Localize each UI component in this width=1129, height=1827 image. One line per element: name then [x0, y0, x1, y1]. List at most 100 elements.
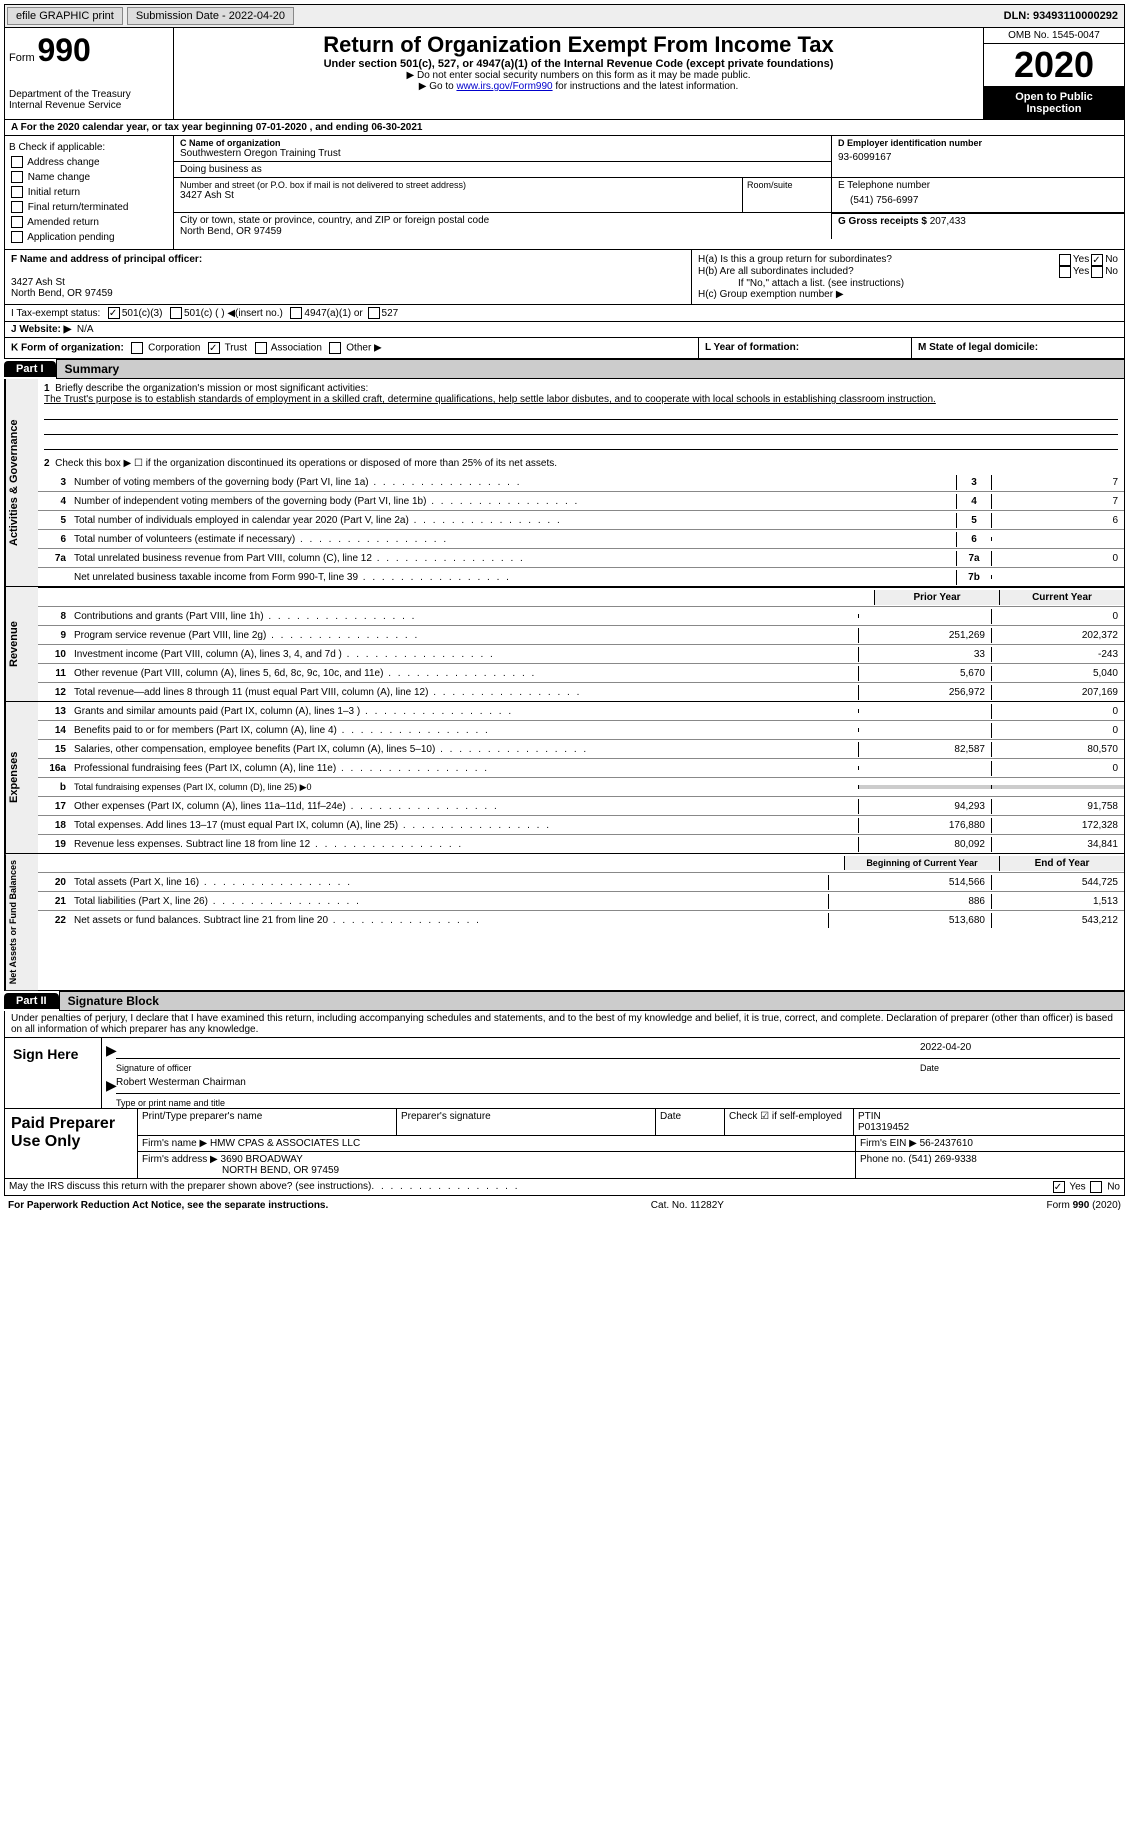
part1-expenses: Expenses 13 Grants and similar amounts p…	[4, 702, 1125, 854]
page-footer: For Paperwork Reduction Act Notice, see …	[4, 1196, 1125, 1215]
cell-city: City or town, state or province, country…	[174, 213, 832, 239]
section-bcd: B Check if applicable: Address change Na…	[4, 136, 1125, 249]
line-7a: 7a Total unrelated business revenue from…	[38, 549, 1124, 568]
col-cd: C Name of organization Southwestern Oreg…	[174, 136, 1124, 249]
form-subtitle: Under section 501(c), 527, or 4947(a)(1)…	[178, 58, 979, 70]
sign-here-section: Sign Here ▶ 2022-04-20 Signature of offi…	[4, 1038, 1125, 1109]
check-corp[interactable]	[131, 342, 143, 354]
line-17: 17 Other expenses (Part IX, column (A), …	[38, 797, 1124, 816]
line-5: 5 Total number of individuals employed i…	[38, 511, 1124, 530]
header-middle: Return of Organization Exempt From Incom…	[174, 28, 983, 119]
mission-text: The Trust's purpose is to establish stan…	[44, 394, 936, 405]
line-3: 3 Number of voting members of the govern…	[38, 473, 1124, 492]
line-11: 11 Other revenue (Part VIII, column (A),…	[38, 664, 1124, 683]
check-501c[interactable]	[170, 307, 182, 319]
line-18: 18 Total expenses. Add lines 13–17 (must…	[38, 816, 1124, 835]
tax-year: 2020	[984, 44, 1124, 87]
box-f: F Name and address of principal officer:…	[5, 250, 692, 304]
form-number: 990	[37, 32, 90, 68]
discuss-no[interactable]	[1090, 1181, 1102, 1193]
sig-date: 2022-04-20	[920, 1042, 1120, 1059]
box-b-label: B Check if applicable:	[9, 140, 169, 155]
cat-no: Cat. No. 11282Y	[651, 1200, 724, 1211]
line-19: 19 Revenue less expenses. Subtract line …	[38, 835, 1124, 853]
note-1: ▶ Do not enter social security numbers o…	[178, 70, 979, 81]
check-4947[interactable]	[290, 307, 302, 319]
box-h: H(a) Is this a group return for subordin…	[692, 250, 1124, 304]
ha-no[interactable]	[1091, 254, 1103, 266]
check-address-change[interactable]	[11, 156, 23, 168]
sign-here-label: Sign Here	[5, 1038, 102, 1108]
cell-gross-receipts: G Gross receipts $ 207,433	[832, 213, 1124, 239]
hdr-prior: Prior Year	[874, 590, 999, 605]
dept-treasury: Department of the Treasury	[9, 89, 169, 100]
cell-m-domicile: M State of legal domicile:	[911, 338, 1124, 358]
side-governance: Activities & Governance	[5, 379, 38, 586]
pra-notice: For Paperwork Reduction Act Notice, see …	[8, 1200, 328, 1211]
dln-text: DLN: 93493110000292	[998, 10, 1124, 22]
check-initial-return[interactable]	[11, 186, 23, 198]
header-left: Form 990 Department of the Treasury Inte…	[5, 28, 174, 119]
check-final-return[interactable]	[11, 201, 23, 213]
part1-revenue: Revenue Prior Year Current Year 8 Contri…	[4, 587, 1125, 702]
paid-preparer-section: Paid Preparer Use Only Print/Type prepar…	[4, 1109, 1125, 1179]
ha-yes[interactable]	[1059, 254, 1071, 266]
form-label: Form	[9, 52, 35, 64]
cell-k: K Form of organization: Corporation Trus…	[5, 338, 698, 358]
line-15: 15 Salaries, other compensation, employe…	[38, 740, 1124, 759]
cell-org-name: C Name of organization Southwestern Oreg…	[174, 136, 832, 161]
officer-name: Robert Westerman Chairman	[116, 1077, 1120, 1094]
submission-date-button[interactable]: Submission Date - 2022-04-20	[127, 7, 294, 25]
penalties-text: Under penalties of perjury, I declare th…	[4, 1011, 1125, 1038]
side-expenses: Expenses	[5, 702, 38, 853]
cell-room: Room/suite	[743, 178, 832, 212]
discuss-row: May the IRS discuss this return with the…	[4, 1179, 1125, 1196]
irs: Internal Revenue Service	[9, 100, 169, 111]
cell-street: Number and street (or P.O. box if mail i…	[174, 178, 743, 212]
check-trust[interactable]	[208, 342, 220, 354]
discuss-yes[interactable]	[1053, 1181, 1065, 1193]
line-13: 13 Grants and similar amounts paid (Part…	[38, 702, 1124, 721]
row-i-tax-status: I Tax-exempt status: 501(c)(3) 501(c) ( …	[4, 305, 1125, 322]
hdr-begin: Beginning of Current Year	[844, 856, 999, 870]
form-header: Form 990 Department of the Treasury Inte…	[4, 28, 1125, 120]
line-16a: 16a Professional fundraising fees (Part …	[38, 759, 1124, 778]
check-527[interactable]	[368, 307, 380, 319]
line-b: b Total fundraising expenses (Part IX, c…	[38, 778, 1124, 797]
check-501c3[interactable]	[108, 307, 120, 319]
part1-tab: Part I	[4, 361, 56, 377]
hb-yes[interactable]	[1059, 266, 1071, 278]
line-21: 21 Total liabilities (Part X, line 26) 8…	[38, 892, 1124, 911]
line-22: 22 Net assets or fund balances. Subtract…	[38, 911, 1124, 929]
check-amended[interactable]	[11, 216, 23, 228]
part1-header: Part I Summary	[4, 359, 1125, 379]
cell-l-formation: L Year of formation:	[698, 338, 911, 358]
cell-ein: D Employer identification number 93-6099…	[832, 136, 1124, 177]
line-12: 12 Total revenue—add lines 8 through 11 …	[38, 683, 1124, 701]
hdr-current: Current Year	[999, 590, 1124, 605]
note-2: ▶ Go to www.irs.gov/Form990 for instruct…	[178, 81, 979, 92]
line-4: 4 Number of independent voting members o…	[38, 492, 1124, 511]
hb-no[interactable]	[1091, 266, 1103, 278]
part2-tab: Part II	[4, 993, 59, 1009]
top-bar: efile GRAPHIC print Submission Date - 20…	[4, 4, 1125, 28]
check-application-pending[interactable]	[11, 231, 23, 243]
irs-link[interactable]: www.irs.gov/Form990	[456, 81, 552, 92]
line-10: 10 Investment income (Part VIII, column …	[38, 645, 1124, 664]
row-k: K Form of organization: Corporation Trus…	[4, 338, 1125, 359]
form-footer: Form 990 (2020)	[1047, 1200, 1121, 1211]
part1-net-assets: Net Assets or Fund Balances Beginning of…	[4, 854, 1125, 991]
line-9: 9 Program service revenue (Part VIII, li…	[38, 626, 1124, 645]
row-j-website: J Website: ▶ N/A	[4, 322, 1125, 338]
check-assoc[interactable]	[255, 342, 267, 354]
part1-governance: Activities & Governance 1 Briefly descri…	[4, 379, 1125, 587]
header-right: OMB No. 1545-0047 2020 Open to Public In…	[983, 28, 1124, 119]
line-6: 6 Total number of volunteers (estimate i…	[38, 530, 1124, 549]
box-b: B Check if applicable: Address change Na…	[5, 136, 174, 249]
part1-title: Summary	[56, 359, 1125, 379]
check-other[interactable]	[329, 342, 341, 354]
check-name-change[interactable]	[11, 171, 23, 183]
line-20: 20 Total assets (Part X, line 16) 514,56…	[38, 873, 1124, 892]
efile-print-button[interactable]: efile GRAPHIC print	[7, 7, 123, 25]
line-: Net unrelated business taxable income fr…	[38, 568, 1124, 586]
